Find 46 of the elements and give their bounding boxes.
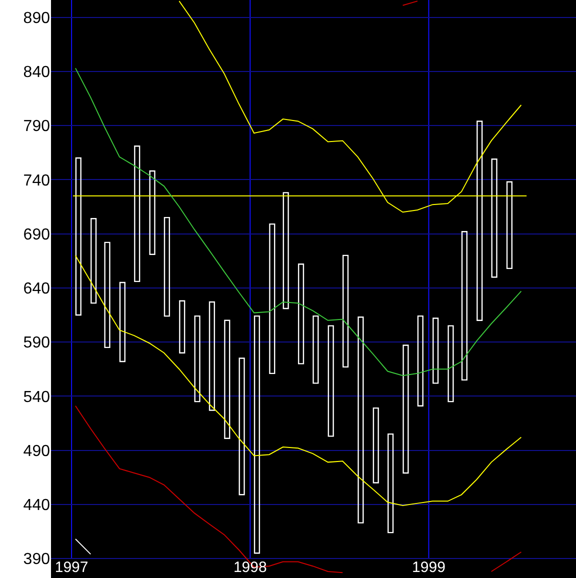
y-tick-label: 840 [23, 64, 50, 82]
y-tick-label: 540 [23, 388, 50, 406]
bar [282, 192, 289, 310]
bar [269, 223, 276, 374]
bar [358, 316, 364, 524]
line-series [74, 68, 522, 376]
bar [312, 315, 319, 384]
y-tick-label: 640 [23, 280, 50, 298]
bar [432, 318, 439, 384]
bar [461, 231, 468, 381]
y-tick-label: 490 [23, 442, 50, 460]
bar [372, 407, 379, 484]
bar [90, 218, 97, 304]
y-tick-label: 390 [23, 551, 50, 568]
y-tick-label: 790 [23, 118, 50, 136]
x-tick-label: 1998 [233, 559, 267, 576]
bar [194, 315, 200, 402]
y-tick-label: 690 [23, 226, 50, 244]
bar [75, 157, 82, 316]
bar [402, 344, 409, 474]
y-tick-label: 890 [23, 10, 50, 27]
bar [149, 170, 156, 255]
bar [298, 264, 304, 364]
y-tick-label: 740 [23, 172, 50, 190]
bar [208, 301, 216, 411]
bar [342, 254, 349, 368]
bar [224, 320, 230, 439]
x-tick-label: 1997 [54, 559, 88, 576]
x-tick-label: 1999 [412, 559, 446, 576]
y-tick-label: 440 [23, 497, 50, 514]
bar [328, 325, 334, 437]
bar [119, 282, 126, 362]
bar [448, 325, 454, 402]
bar [238, 358, 245, 496]
bar [417, 315, 424, 406]
bar [164, 216, 170, 317]
bar [179, 300, 186, 354]
y-tick-label: 590 [23, 334, 50, 352]
bar [476, 120, 483, 321]
bar [134, 146, 140, 282]
bar [506, 181, 512, 270]
bar [491, 158, 498, 278]
bar [104, 242, 110, 348]
line-series [74, 254, 522, 506]
bar [254, 315, 260, 554]
bar [388, 433, 394, 534]
